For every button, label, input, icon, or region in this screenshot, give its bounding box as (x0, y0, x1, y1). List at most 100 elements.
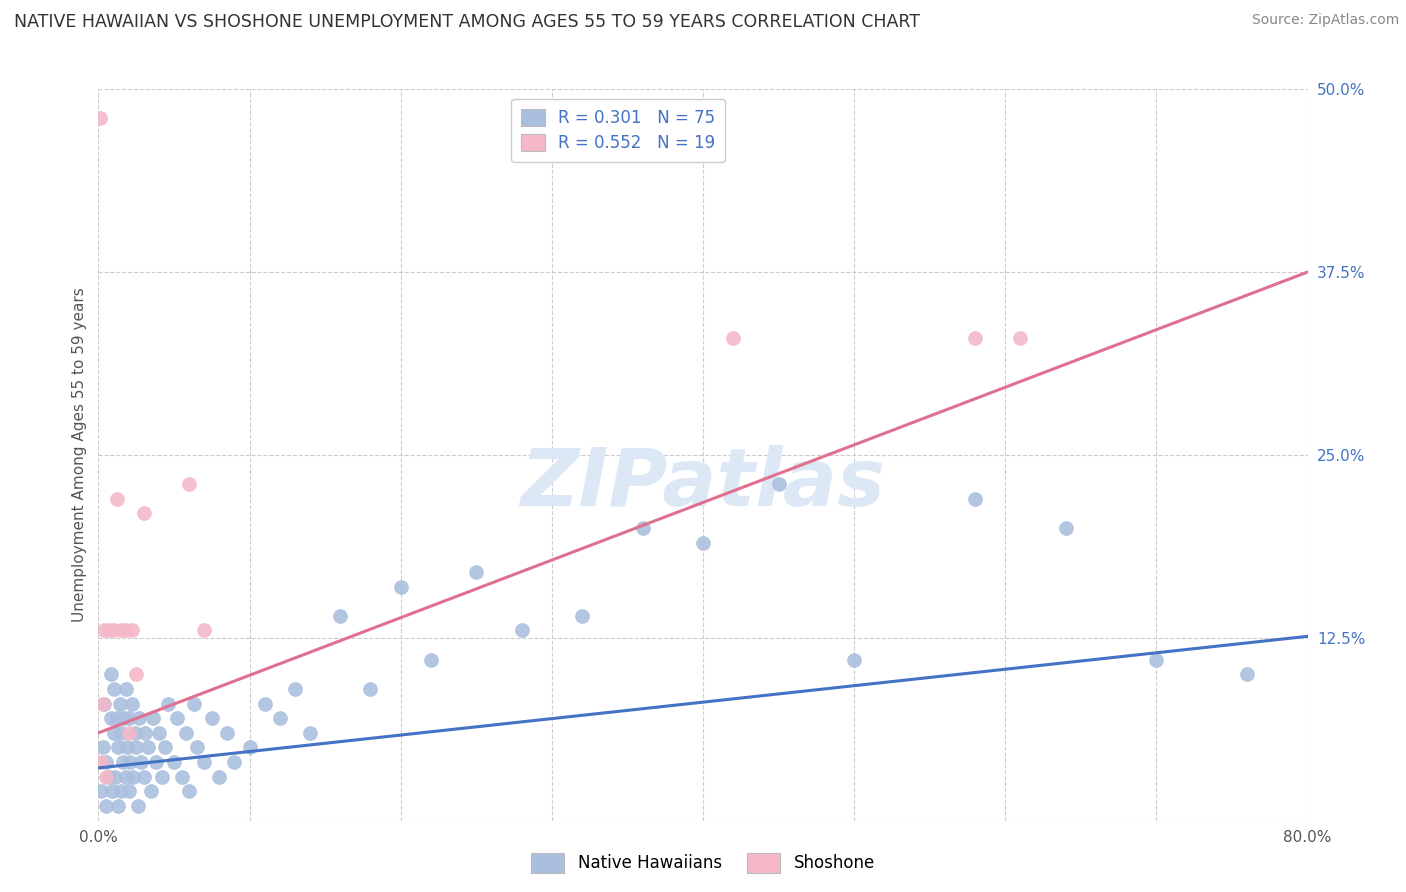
Point (132, 770, 155, 784)
Point (103, 726, 125, 740)
Point (1144, 653, 1167, 667)
Point (105, 491, 128, 506)
Point (571, 608, 593, 623)
Y-axis label: Unemployment Among Ages 55 to 59 years: Unemployment Among Ages 55 to 59 years (72, 287, 87, 623)
Text: NATIVE HAWAIIAN VS SHOSHONE UNEMPLOYMENT AMONG AGES 55 TO 59 YEARS CORRELATION C: NATIVE HAWAIIAN VS SHOSHONE UNEMPLOYMENT… (14, 13, 920, 31)
Point (114, 624, 136, 638)
Point (299, 726, 322, 740)
Point (104, 770, 127, 784)
Point (1236, 667, 1258, 681)
Point (145, 755, 167, 769)
Point (93, 697, 115, 711)
Point (124, 726, 146, 740)
Point (170, 770, 193, 784)
Point (360, 681, 382, 696)
Point (103, 624, 125, 638)
Point (107, 799, 129, 814)
Point (389, 580, 412, 594)
Point (110, 726, 132, 740)
Point (193, 624, 215, 638)
Point (269, 711, 291, 725)
Point (179, 784, 201, 798)
Point (120, 755, 142, 769)
Point (186, 740, 208, 755)
Point (91, 740, 114, 755)
Legend: R = 0.301   N = 75, R = 0.552   N = 19: R = 0.301 N = 75, R = 0.552 N = 19 (512, 99, 725, 162)
Text: ZIPatlas: ZIPatlas (520, 445, 886, 524)
Point (844, 653, 866, 667)
Point (208, 770, 231, 784)
Point (1010, 331, 1032, 345)
Point (98, 770, 121, 784)
Point (465, 565, 488, 579)
Point (91, 697, 114, 711)
Point (253, 697, 276, 711)
Point (118, 726, 141, 740)
Point (768, 477, 790, 491)
Point (125, 740, 148, 755)
Point (114, 770, 136, 784)
Point (1054, 521, 1077, 535)
Point (105, 711, 128, 725)
Point (115, 740, 138, 755)
Point (965, 331, 987, 345)
Point (94, 755, 117, 769)
Point (193, 755, 215, 769)
Point (121, 697, 143, 711)
Point (110, 784, 132, 798)
Point (112, 711, 135, 725)
Point (114, 681, 136, 696)
Point (100, 667, 122, 681)
Point (150, 770, 173, 784)
Point (163, 755, 186, 769)
Point (224, 755, 246, 769)
Point (148, 726, 170, 740)
Point (166, 711, 188, 725)
Point (329, 608, 352, 623)
Point (94, 799, 117, 814)
Point (89, 112, 111, 126)
Point (94, 770, 117, 784)
Point (98, 624, 121, 638)
Point (134, 726, 156, 740)
Point (118, 711, 141, 725)
Point (142, 711, 165, 725)
Point (110, 624, 132, 638)
Point (90, 755, 112, 769)
Point (183, 697, 205, 711)
Point (129, 755, 152, 769)
Point (179, 477, 201, 491)
Point (723, 331, 745, 345)
Point (965, 491, 987, 506)
Point (201, 711, 224, 725)
Point (174, 726, 197, 740)
Point (215, 726, 238, 740)
Point (420, 653, 443, 667)
Point (284, 681, 307, 696)
Point (125, 667, 148, 681)
Point (111, 755, 134, 769)
Point (93, 624, 115, 638)
Point (510, 624, 533, 638)
Point (101, 784, 124, 798)
Point (136, 740, 159, 755)
Point (103, 681, 125, 696)
Point (153, 740, 176, 755)
Point (141, 784, 163, 798)
Point (108, 697, 131, 711)
Point (631, 521, 654, 535)
Point (127, 799, 149, 814)
Point (90, 784, 112, 798)
Point (132, 507, 155, 521)
Point (122, 770, 145, 784)
Point (118, 784, 141, 798)
Point (239, 740, 262, 755)
Point (128, 711, 150, 725)
Point (100, 711, 122, 725)
Point (692, 535, 714, 549)
Point (121, 624, 143, 638)
Legend: Native Hawaiians, Shoshone: Native Hawaiians, Shoshone (524, 847, 882, 880)
Point (156, 697, 179, 711)
Text: Source: ZipAtlas.com: Source: ZipAtlas.com (1251, 13, 1399, 28)
Point (107, 740, 129, 755)
